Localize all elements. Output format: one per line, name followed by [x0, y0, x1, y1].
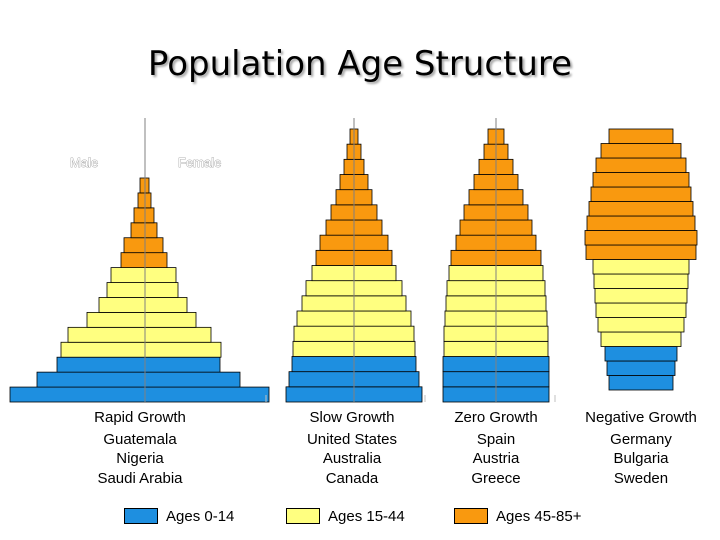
- legend-item-ages-0-14: Ages 0-14: [124, 506, 234, 526]
- caption-rapid-growth: Rapid Growth Guatemala Nigeria Saudi Ara…: [60, 408, 220, 488]
- legend: Ages 0-14 Ages 15-44 Ages 45-85+: [0, 506, 720, 526]
- age-group-bar: [595, 157, 687, 173]
- country-label: Nigeria: [116, 450, 164, 467]
- country-label: United States: [306, 430, 398, 448]
- legend-label: Ages 0-14: [166, 507, 235, 525]
- age-group-bar: [133, 207, 155, 224]
- age-group-bar: [110, 267, 177, 283]
- caption-negative-growth: Negative Growth Germany Bulgaria Sweden: [566, 408, 716, 488]
- age-group-bar: [106, 282, 179, 298]
- age-group-bar: [585, 244, 697, 260]
- age-group-bar: [98, 297, 188, 313]
- country-label: Canada: [325, 469, 379, 487]
- age-group-bar: [86, 311, 197, 328]
- age-group-bar: [56, 356, 221, 373]
- age-group-bar: [606, 360, 676, 376]
- legend-item-ages-15-44: Ages 15-44: [286, 506, 405, 526]
- age-group-bar: [67, 326, 212, 343]
- legend-swatch-yellow: [286, 508, 320, 524]
- age-group-bar: [608, 128, 674, 144]
- country-label: Bulgaria: [613, 450, 669, 467]
- age-group-bar: [597, 317, 685, 333]
- pyramid-title-negative: Negative Growth: [585, 409, 697, 426]
- age-group-bar: [584, 230, 698, 246]
- age-group-bar: [588, 201, 694, 217]
- caption-zero-growth: Zero Growth Spain Austria Greece: [421, 408, 571, 488]
- age-group-bar: [60, 341, 222, 358]
- age-group-bar: [594, 288, 688, 304]
- age-group-bar: [590, 186, 692, 202]
- pyramid-zero-growth: [442, 118, 550, 403]
- country-label: Austria: [472, 450, 520, 467]
- legend-label: Ages 45-85+: [496, 507, 582, 525]
- age-group-bar: [600, 143, 682, 159]
- age-group-bar: [586, 215, 696, 231]
- pyramid-rapid-growth: [9, 118, 270, 403]
- age-group-bar: [600, 331, 682, 347]
- country-label: Saudi Arabia: [97, 469, 183, 487]
- age-group-bar: [595, 302, 687, 318]
- age-group-bar: [36, 371, 241, 388]
- age-group-bar: [592, 172, 690, 188]
- country-label: Australia: [322, 450, 382, 467]
- country-label: Spain: [476, 430, 516, 448]
- legend-label: Ages 15-44: [328, 507, 405, 525]
- female-label: Female: [178, 155, 221, 170]
- page-title: Population Age Structure: [147, 44, 573, 84]
- age-group-bar: [123, 237, 164, 254]
- legend-swatch-orange: [454, 508, 488, 524]
- legend-item-ages-45-85: Ages 45-85+: [454, 506, 581, 526]
- pyramid-slow-growth: [285, 118, 423, 403]
- pyramid-title-rapid: Rapid Growth: [94, 409, 186, 426]
- age-group-bar: [9, 386, 270, 403]
- age-group-bar: [130, 222, 158, 239]
- legend-swatch-blue: [124, 508, 158, 524]
- age-group-bar: [120, 252, 168, 269]
- male-label: Male: [70, 155, 98, 170]
- pyramid-title-slow: Slow Growth: [309, 409, 395, 426]
- country-label: Greece: [471, 469, 521, 487]
- pyramid-negative-growth: [584, 128, 698, 391]
- age-group-bar: [608, 375, 674, 391]
- age-group-bar: [604, 346, 678, 362]
- population-pyramids-chart: Male Female: [9, 118, 698, 403]
- country-label: Germany: [610, 430, 672, 448]
- age-group-bar: [592, 259, 690, 275]
- country-label: Guatemala: [103, 430, 177, 448]
- pyramid-title-zero: Zero Growth: [454, 409, 538, 426]
- country-label: Sweden: [613, 469, 669, 487]
- caption-slow-growth: Slow Growth United States Australia Cana…: [272, 408, 432, 488]
- age-group-bar: [593, 273, 689, 289]
